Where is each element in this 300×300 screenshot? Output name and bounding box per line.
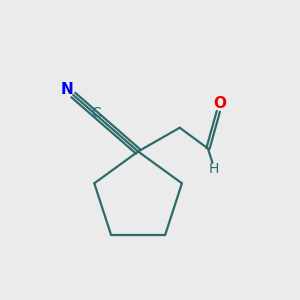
- Text: N: N: [60, 82, 73, 97]
- Text: C: C: [92, 106, 101, 120]
- Text: H: H: [209, 162, 219, 176]
- Text: O: O: [213, 96, 226, 111]
